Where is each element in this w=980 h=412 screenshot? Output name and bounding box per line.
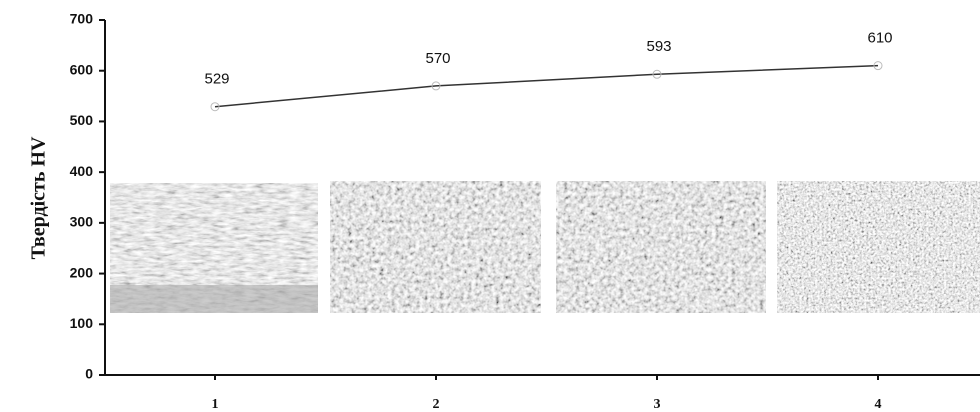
- micrograph: [330, 181, 541, 313]
- micrograph: [556, 181, 766, 313]
- y-tick-label: 500: [70, 112, 94, 128]
- y-tick-label: 600: [70, 61, 94, 77]
- y-axis-title: Твердість HV: [28, 136, 50, 259]
- x-tick-label: 2: [433, 397, 440, 412]
- data-point: [210, 102, 220, 112]
- value-label: 570: [425, 50, 450, 67]
- x-tick-label: 1: [212, 397, 219, 412]
- data-point: [652, 69, 662, 79]
- y-tick-label: 300: [70, 214, 94, 230]
- y-tick-label: 200: [70, 264, 94, 280]
- value-label: 610: [867, 30, 892, 47]
- micrographs: [110, 181, 980, 313]
- y-tick-label: 0: [85, 366, 93, 382]
- data-point: [873, 61, 883, 71]
- micrograph-band: [110, 285, 318, 313]
- x-tick-label: 3: [654, 397, 661, 412]
- value-label: 529: [204, 71, 229, 88]
- x-tick-label: 4: [875, 397, 882, 412]
- micrograph: [777, 181, 980, 313]
- value-label: 593: [646, 38, 671, 55]
- y-tick-label: 700: [70, 11, 94, 27]
- data-point: [431, 81, 441, 91]
- y-tick-label: 100: [70, 315, 94, 331]
- y-tick-label: 400: [70, 163, 94, 179]
- data-line: [214, 64, 879, 108]
